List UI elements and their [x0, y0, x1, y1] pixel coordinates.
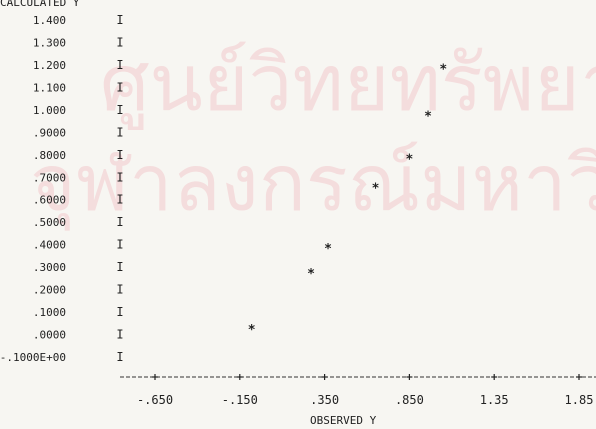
y-axis-marker: I — [116, 238, 123, 252]
y-tick-label: -.1000E+00 — [0, 351, 66, 364]
x-axis-title: OBSERVED Y — [310, 414, 377, 427]
y-axis-marker: I — [116, 260, 123, 274]
y-axis-marker: I — [116, 35, 123, 49]
y-axis-title: CALCULATED Y — [0, 0, 80, 9]
y-tick-label: 1.400 — [33, 14, 66, 27]
y-tick-label: .1000 — [33, 306, 66, 319]
y-tick-label: .6000 — [33, 194, 66, 207]
data-point: * — [439, 62, 447, 77]
y-axis-marker: I — [116, 305, 123, 319]
y-tick-label: 1.000 — [33, 104, 66, 117]
y-tick-label: 1.300 — [33, 36, 66, 49]
y-tick-label: .8000 — [33, 149, 66, 162]
x-tick-labels: -.650 -.150 .350 .850 1.35 1.85 — [137, 393, 594, 407]
x-tick-label: .350 — [310, 393, 339, 407]
data-point: * — [405, 152, 413, 167]
watermark-line-1: ศูนย์วิทยทรัพยา — [100, 39, 596, 130]
y-tick-label: .9000 — [33, 126, 66, 139]
y-axis-marker: I — [116, 170, 123, 184]
data-points: * * * * * * * — [248, 62, 448, 338]
x-tick-label: 1.85 — [565, 393, 594, 407]
y-axis-marker: I — [116, 58, 123, 72]
y-tick-label: .5000 — [33, 216, 66, 229]
y-tick-label: .7000 — [33, 171, 66, 184]
x-tick-label: -.650 — [137, 393, 173, 407]
y-axis-marker: I — [116, 148, 123, 162]
y-tick-labels: 1.400 1.300 1.200 1.100 1.000 .9000 .8000 .7000… — [0, 14, 66, 364]
y-axis-marker: I — [116, 350, 123, 364]
y-axis-marker: I — [116, 80, 123, 94]
y-tick-label: 1.200 — [33, 59, 66, 72]
y-tick-label: .0000 — [33, 329, 66, 342]
x-tick-label: 1.35 — [480, 393, 509, 407]
y-tick-label: .2000 — [33, 284, 66, 297]
data-point: * — [248, 323, 256, 338]
y-axis-marker: I — [116, 193, 123, 207]
data-point: * — [424, 110, 432, 125]
data-point: * — [307, 267, 315, 282]
y-tick-label: .4000 — [33, 239, 66, 252]
y-axis-marker: I — [116, 283, 123, 297]
y-axis-marker: I — [116, 328, 123, 342]
data-point: * — [324, 242, 332, 257]
y-axis-marker: I — [116, 125, 123, 139]
watermark-line-2: จุฬาลงกรณ์มหาวิทย — [30, 139, 596, 231]
data-point: * — [372, 182, 380, 197]
y-axis-marker: I — [116, 13, 123, 27]
y-tick-label: 1.100 — [33, 81, 66, 94]
x-tick-label: .850 — [395, 393, 424, 407]
y-tick-label: .3000 — [33, 261, 66, 274]
y-axis-marker: I — [116, 215, 123, 229]
x-axis — [120, 374, 596, 380]
x-tick-label: -.150 — [222, 393, 258, 407]
y-axis-marker: I — [116, 103, 123, 117]
